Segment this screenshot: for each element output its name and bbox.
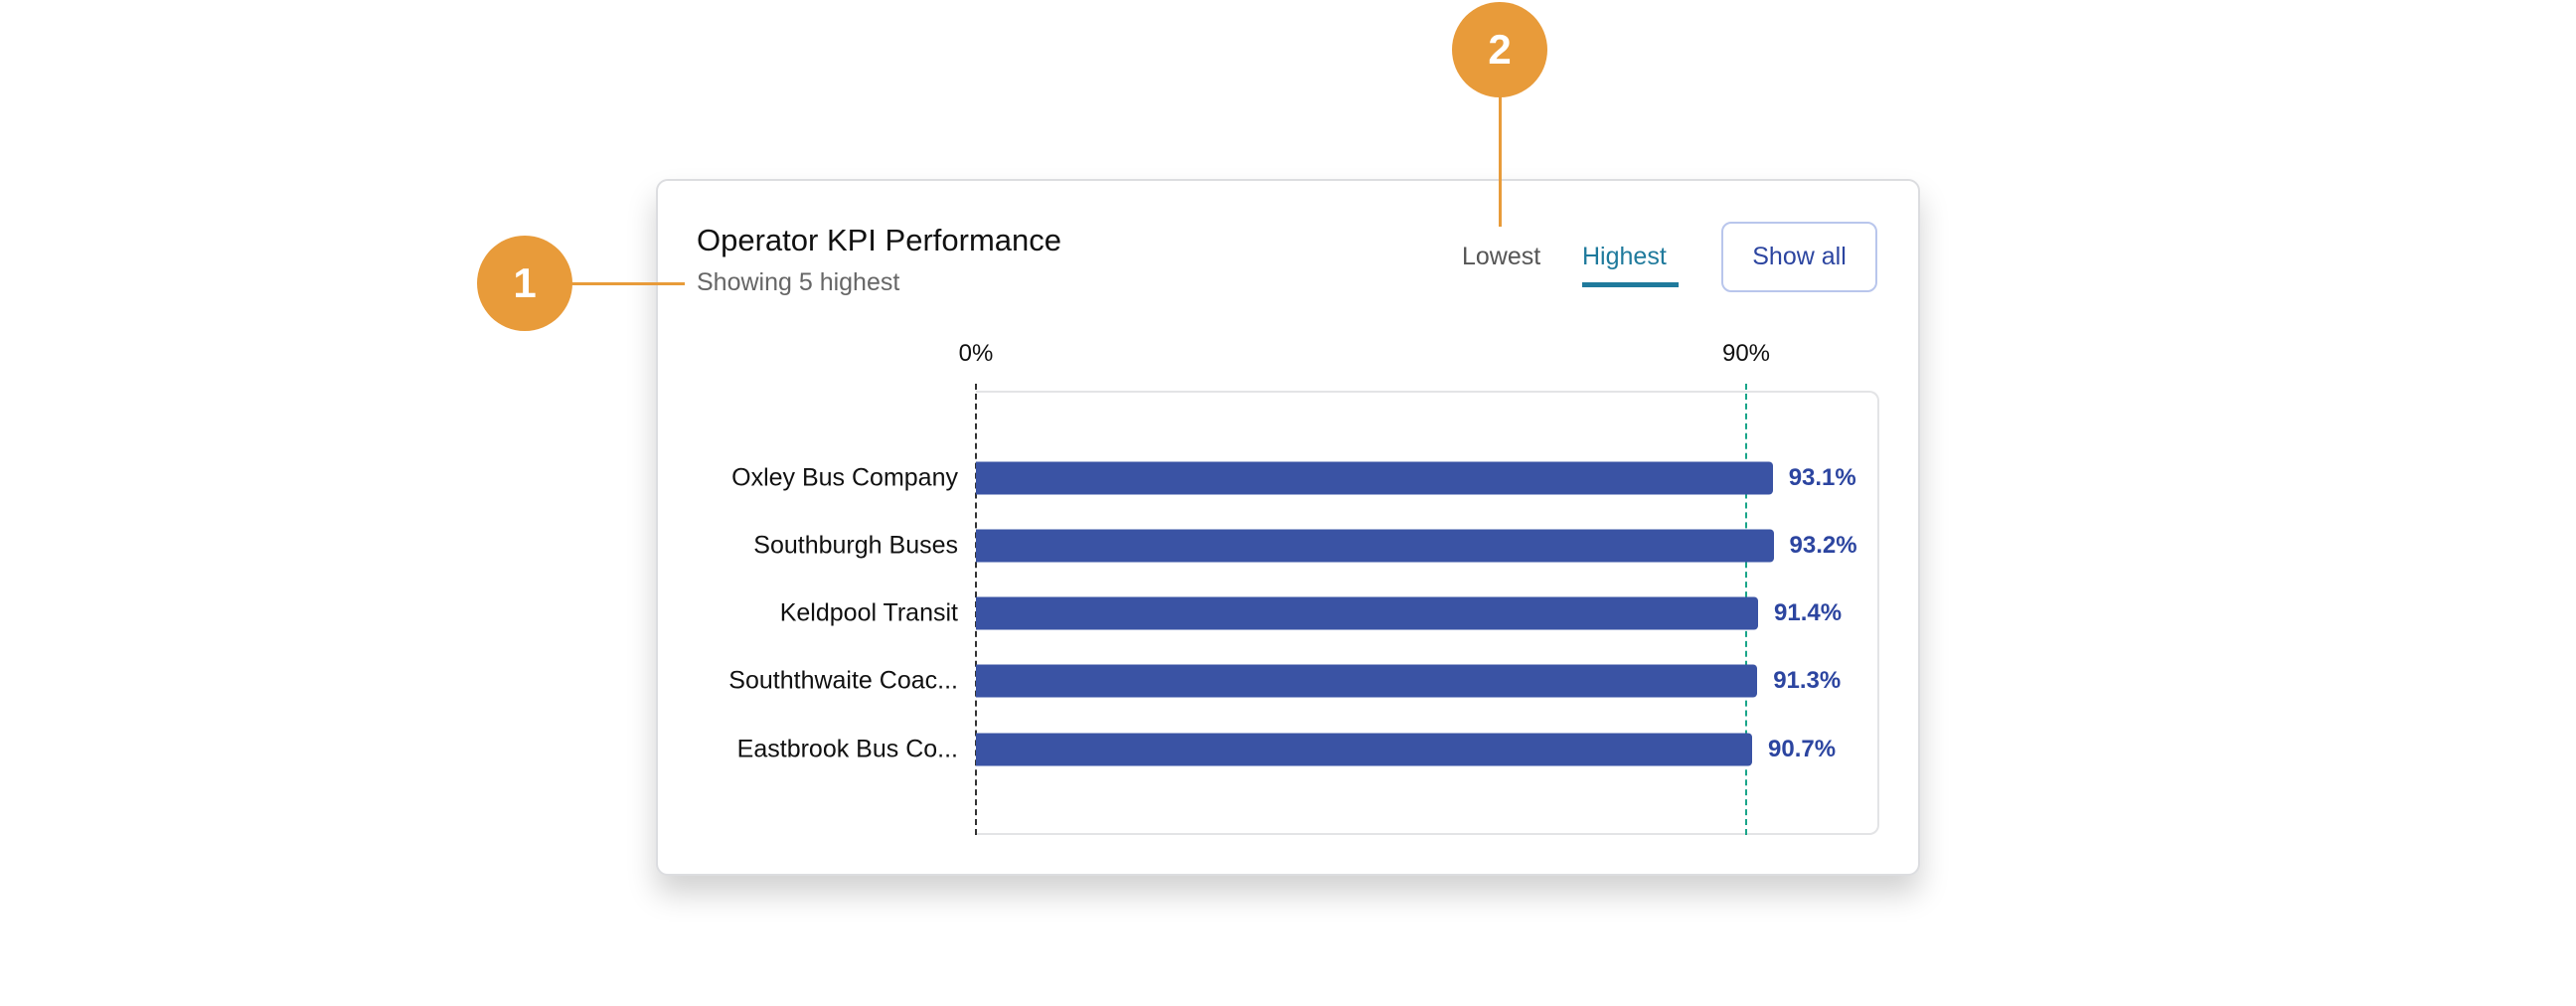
tab-lowest[interactable]: Lowest [1462, 243, 1541, 270]
bar-category-label: Oxley Bus Company [731, 463, 958, 492]
callout-1-connector [571, 282, 685, 285]
bar-category-label: Southburgh Buses [753, 531, 958, 560]
bar[interactable] [976, 664, 1758, 698]
show-all-button[interactable]: Show all [1721, 222, 1877, 292]
callout-badge-1: 1 [477, 236, 572, 331]
bar-value-label: 91.4% [1774, 599, 1843, 626]
bar[interactable] [976, 596, 1759, 630]
bar-value-label: 91.3% [1773, 667, 1842, 694]
tab-highest[interactable]: Highest [1582, 243, 1667, 270]
plot-area [976, 391, 1879, 835]
bar[interactable] [976, 461, 1773, 495]
card-subtitle: Showing 5 highest [697, 268, 900, 296]
bar-value-label: 93.2% [1789, 532, 1857, 559]
bar-category-label: Eastbrook Bus Co... [736, 735, 958, 763]
bar[interactable] [976, 529, 1774, 563]
active-tab-indicator [1582, 282, 1679, 287]
bar-value-label: 93.1% [1788, 464, 1856, 491]
axis-tick-label: 0% [958, 340, 994, 367]
axis-tick-label: 90% [1721, 340, 1771, 367]
callout-badge-2: 2 [1452, 2, 1547, 97]
bar-category-label: Souththwaite Coac... [728, 666, 958, 695]
bar-value-label: 90.7% [1768, 736, 1837, 762]
card-title: Operator KPI Performance [697, 223, 1061, 257]
bar[interactable] [976, 733, 1753, 766]
bar-category-label: Keldpool Transit [779, 598, 958, 627]
callout-2-connector [1499, 95, 1502, 227]
